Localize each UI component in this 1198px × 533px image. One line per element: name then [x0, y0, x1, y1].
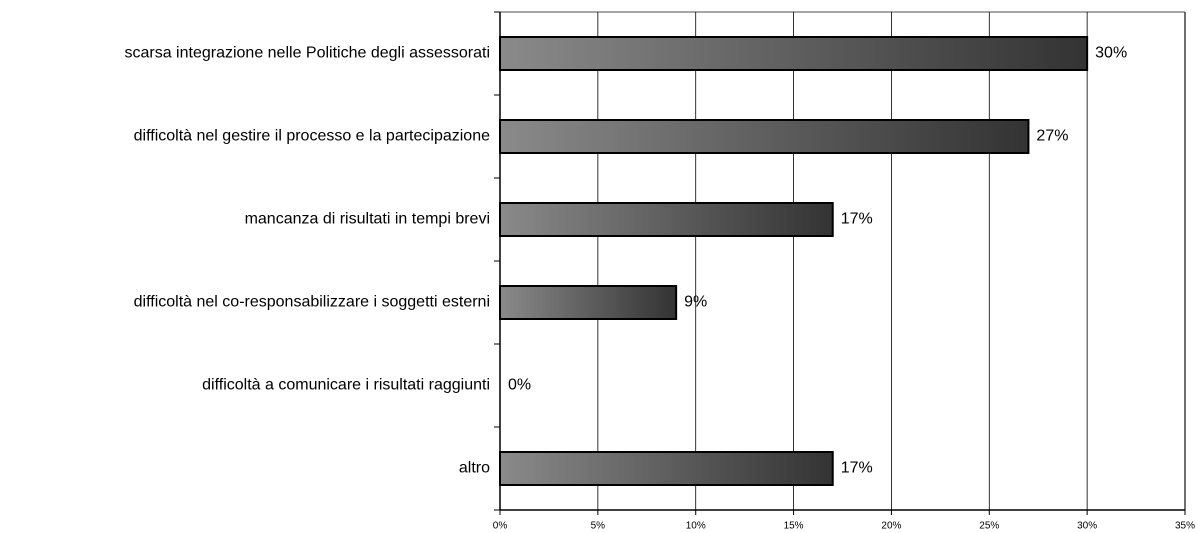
x-tick-label: 25%	[979, 521, 999, 532]
x-tick-label: 20%	[881, 521, 901, 532]
category-label: difficoltà a comunicare i risultati ragg…	[202, 377, 490, 394]
bar	[499, 119, 1030, 154]
value-label: 17%	[841, 211, 873, 228]
bar	[499, 451, 834, 486]
value-label: 27%	[1036, 128, 1068, 145]
bar	[499, 202, 834, 237]
value-label: 0%	[508, 377, 531, 394]
value-label: 30%	[1095, 45, 1127, 62]
x-tick-label: 15%	[784, 521, 804, 532]
category-label: scarsa integrazione nelle Politiche degl…	[124, 45, 490, 62]
value-label: 9%	[684, 294, 707, 311]
bar	[499, 36, 1089, 71]
x-tick-label: 10%	[686, 521, 706, 532]
category-label: difficoltà nel gestire il processo e la …	[134, 128, 490, 145]
x-tick-label: 35%	[1175, 521, 1195, 532]
category-label: altro	[459, 460, 490, 477]
value-label: 17%	[841, 460, 873, 477]
x-tick-label: 5%	[591, 521, 606, 532]
category-label: difficoltà nel co-responsabilizzare i so…	[134, 294, 490, 311]
x-tick-label: 0%	[493, 521, 508, 532]
x-tick-label: 30%	[1077, 521, 1097, 532]
category-label: mancanza di risultati in tempi brevi	[245, 211, 490, 228]
bar	[499, 285, 678, 320]
